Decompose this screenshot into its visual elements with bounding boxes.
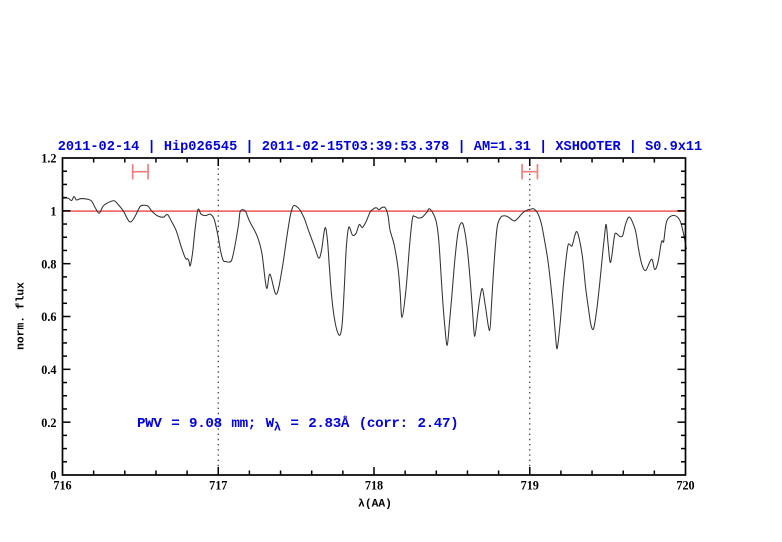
svg-text:720: 720: [676, 479, 694, 493]
svg-text:1: 1: [50, 205, 56, 219]
svg-text:719: 719: [521, 479, 539, 493]
svg-text:0.8: 0.8: [41, 257, 56, 271]
svg-text:norm. flux: norm. flux: [16, 282, 28, 350]
svg-text:717: 717: [209, 479, 227, 493]
svg-text:2011-02-14 | Hip026545 | 2011-: 2011-02-14 | Hip026545 | 2011-02-15T03:3…: [58, 140, 702, 155]
svg-text:0.2: 0.2: [41, 416, 56, 430]
svg-text:1.2: 1.2: [41, 152, 56, 166]
svg-text:716: 716: [53, 479, 71, 493]
svg-text:PWV = 9.08 mm; Wλ = 2.83Å (cor: PWV = 9.08 mm; Wλ = 2.83Å (corr: 2.47): [137, 415, 458, 434]
svg-text:718: 718: [365, 479, 383, 493]
svg-text:0.4: 0.4: [41, 363, 56, 377]
svg-text:0.6: 0.6: [41, 310, 56, 324]
svg-text:λ(AA): λ(AA): [358, 499, 392, 511]
svg-text:0: 0: [50, 469, 56, 483]
